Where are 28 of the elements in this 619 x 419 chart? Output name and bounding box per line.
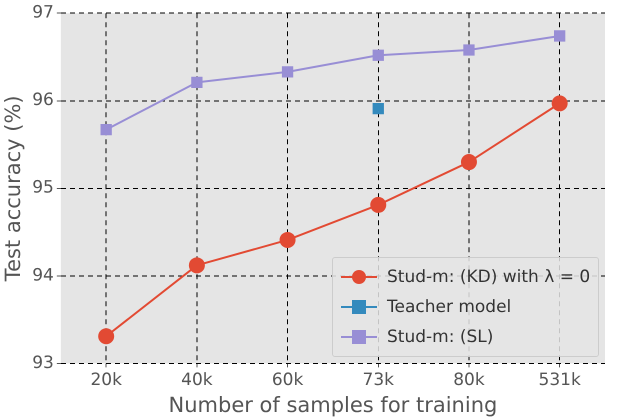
x-tick-label: 60k (272, 370, 304, 390)
point (98, 328, 114, 344)
point (188, 257, 205, 274)
point (460, 154, 477, 170)
y-tick-label: 93 (32, 352, 54, 373)
point (280, 232, 296, 248)
y-tick-label: 95 (32, 178, 54, 198)
y-tick-label: 96 (32, 90, 54, 110)
y-tick-label: 97 (32, 2, 54, 23)
point (463, 44, 475, 56)
x-axis-title: Number of samples for training (168, 392, 498, 417)
point (282, 66, 294, 78)
legend-label: Stud-m: (KD) with λ = 0 (387, 267, 590, 288)
x-tick-label: 80k (453, 370, 485, 390)
point (554, 30, 566, 42)
point (372, 50, 384, 61)
legend-label: Teacher model (387, 297, 512, 318)
y-axis-title: Test accuracy (%) (1, 95, 26, 282)
legend-label: Stud-m: (SL) (387, 327, 494, 348)
x-tick-label: 40k (181, 370, 213, 390)
y-tick-label: 94 (32, 265, 54, 286)
x-tick-label: 531k (538, 370, 581, 390)
x-tick-label: 73k (362, 370, 394, 390)
point (191, 76, 203, 88)
point (370, 196, 386, 213)
point (100, 124, 112, 136)
point (552, 95, 568, 112)
x-tick-label: 20k (90, 370, 122, 390)
